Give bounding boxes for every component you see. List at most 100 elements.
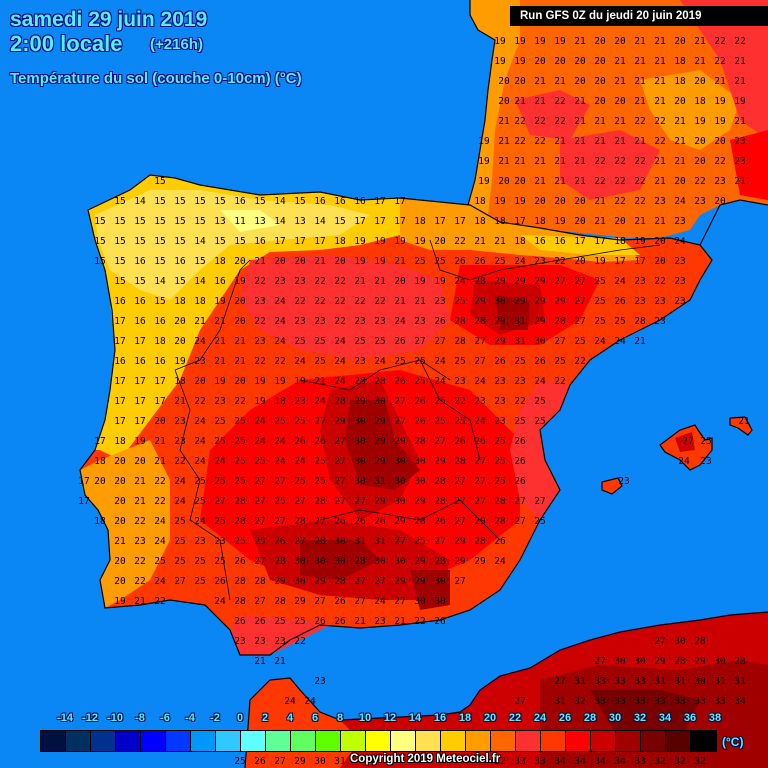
grid-value: 18 xyxy=(334,236,346,247)
grid-value: 17 xyxy=(114,416,125,427)
grid-value: 27 xyxy=(314,596,325,607)
grid-value: 25 xyxy=(514,356,525,367)
grid-value: 25 xyxy=(194,476,205,487)
grid-value: 31 xyxy=(714,676,726,687)
grid-value: 25 xyxy=(214,556,225,567)
grid-value: 23 xyxy=(254,336,265,347)
grid-value: 19 xyxy=(534,36,546,47)
grid-value: 22 xyxy=(614,176,625,187)
grid-value: 21 xyxy=(694,36,706,47)
grid-value: 22 xyxy=(414,616,425,627)
grid-value: 24 xyxy=(334,356,346,367)
grid-value: 25 xyxy=(294,616,305,627)
grid-value: 29 xyxy=(694,656,706,667)
grid-value: 27 xyxy=(514,496,525,507)
grid-value: 22 xyxy=(594,176,605,187)
grid-value: 21 xyxy=(574,116,586,127)
grid-value: 15 xyxy=(194,216,205,227)
grid-value: 22 xyxy=(334,296,345,307)
grid-value: 20 xyxy=(234,316,246,327)
forecast-date: samedi 29 juin 2019 xyxy=(10,8,208,31)
grid-value: 27 xyxy=(254,596,265,607)
grid-value: 27 xyxy=(454,576,465,587)
grid-value: 17 xyxy=(374,196,385,207)
grid-value: 30 xyxy=(354,416,366,427)
grid-value: 19 xyxy=(478,156,490,167)
grid-value: 28 xyxy=(494,496,506,507)
grid-value: 30 xyxy=(394,456,406,467)
grid-value: 21 xyxy=(354,276,366,287)
grid-value: 21 xyxy=(174,396,186,407)
grid-value: 20 xyxy=(674,36,686,47)
grid-value: 25 xyxy=(594,276,605,287)
colorbar-tick-label: 36 xyxy=(683,712,697,724)
grid-value: 27 xyxy=(574,296,585,307)
grid-value: 19 xyxy=(214,296,226,307)
grid-value: 26 xyxy=(234,556,246,567)
grid-value: 25 xyxy=(214,436,225,447)
grid-value: 31 xyxy=(334,756,346,767)
grid-value: 30 xyxy=(334,536,346,547)
grid-value: 22 xyxy=(294,296,305,307)
grid-value: 19 xyxy=(734,96,746,107)
grid-value: 20 xyxy=(114,576,126,587)
grid-value: 33 xyxy=(634,676,645,687)
grid-value: 18 xyxy=(174,296,186,307)
grid-value: 25 xyxy=(214,416,225,427)
grid-value: 26 xyxy=(354,516,366,527)
grid-value: 23 xyxy=(314,316,325,327)
grid-value: 30 xyxy=(374,396,386,407)
colorbar-tick-label: -2 xyxy=(210,712,220,724)
grid-value: 21 xyxy=(498,156,510,167)
grid-value: 22 xyxy=(234,396,245,407)
grid-value: 31 xyxy=(514,336,526,347)
grid-value: 24 xyxy=(154,576,166,587)
grid-value: 26 xyxy=(414,416,426,427)
grid-value: 19 xyxy=(274,376,286,387)
grid-value: 27 xyxy=(682,436,693,447)
grid-value: 24 xyxy=(294,356,306,367)
grid-value: 21 xyxy=(314,256,326,267)
grid-value: 28 xyxy=(234,516,246,527)
grid-value: 21 xyxy=(494,236,506,247)
grid-value: 20 xyxy=(574,256,586,267)
grid-value: 27 xyxy=(434,436,445,447)
grid-value: 19 xyxy=(374,236,386,247)
grid-value: 15 xyxy=(114,256,125,267)
grid-value: 17 xyxy=(134,336,145,347)
grid-value: 26 xyxy=(394,336,406,347)
grid-value: 26 xyxy=(494,536,506,547)
grid-value: 31 xyxy=(734,676,746,687)
grid-value: 27 xyxy=(474,456,485,467)
grid-value: 22 xyxy=(694,176,705,187)
grid-value: 28 xyxy=(494,516,506,527)
grid-value: 20 xyxy=(674,176,686,187)
grid-value: 15 xyxy=(154,236,165,247)
grid-value: 26 xyxy=(454,436,466,447)
grid-value: 26 xyxy=(274,536,286,547)
grid-value: 20 xyxy=(554,196,566,207)
grid-value: 25 xyxy=(700,436,711,447)
grid-value: 21 xyxy=(614,136,626,147)
grid-value: 25 xyxy=(234,536,245,547)
grid-value: 24 xyxy=(174,476,186,487)
grid-value: 21 xyxy=(738,416,750,427)
grid-value: 27 xyxy=(534,496,545,507)
grid-value: 21 xyxy=(234,336,246,347)
grid-value: 30 xyxy=(394,476,406,487)
colorbar-tick-label: -14 xyxy=(57,712,73,724)
grid-value: 33 xyxy=(534,756,545,767)
grid-value: 24 xyxy=(214,456,226,467)
colorbar-swatch xyxy=(166,731,191,751)
grid-value: 22 xyxy=(714,36,725,47)
grid-value: 18 xyxy=(694,96,706,107)
grid-value: 15 xyxy=(154,256,165,267)
grid-value: 28 xyxy=(314,536,326,547)
grid-value: 23 xyxy=(674,296,685,307)
grid-value: 33 xyxy=(694,696,705,707)
grid-value: 13 xyxy=(214,216,225,227)
grid-value: 27 xyxy=(274,516,285,527)
grid-value: 24 xyxy=(154,516,166,527)
grid-value: 20 xyxy=(234,256,246,267)
